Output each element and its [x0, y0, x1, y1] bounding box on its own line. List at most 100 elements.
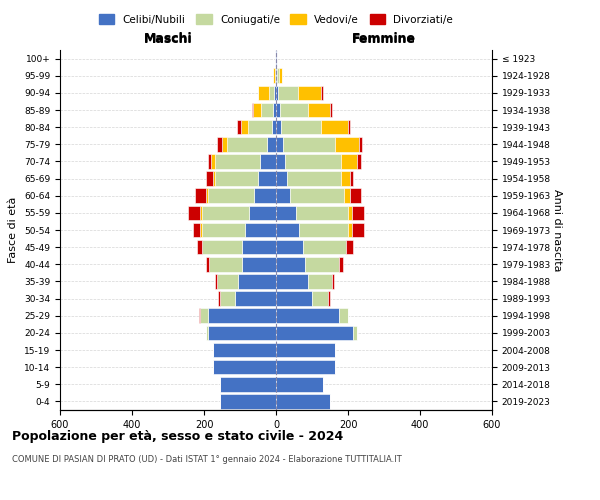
Bar	[283, 137, 335, 152]
Bar	[276, 360, 335, 374]
Bar	[273, 102, 276, 118]
Bar	[215, 154, 260, 168]
Bar	[330, 102, 332, 118]
Bar	[206, 172, 213, 186]
Bar	[339, 257, 343, 272]
Bar	[276, 86, 278, 100]
Bar	[222, 137, 227, 152]
Bar	[258, 86, 269, 100]
Bar	[308, 102, 330, 118]
Bar	[220, 292, 235, 306]
Bar	[242, 257, 276, 272]
Bar	[273, 68, 275, 83]
Bar	[303, 240, 346, 254]
Bar	[335, 137, 359, 152]
Bar	[276, 240, 303, 254]
Bar	[217, 274, 238, 288]
Bar	[276, 52, 277, 66]
Bar	[328, 292, 330, 306]
Bar	[276, 257, 305, 272]
Bar	[276, 326, 353, 340]
Bar	[215, 172, 258, 186]
Bar	[275, 68, 276, 83]
Bar	[332, 274, 334, 288]
Bar	[348, 120, 350, 134]
Bar	[248, 120, 272, 134]
Bar	[209, 257, 242, 272]
Bar	[213, 342, 276, 357]
Bar	[195, 188, 206, 203]
Bar	[276, 308, 339, 323]
Bar	[269, 86, 274, 100]
Text: COMUNE DI PASIAN DI PRATO (UD) - Dati ISTAT 1° gennaio 2024 - Elaborazione TUTTI: COMUNE DI PASIAN DI PRATO (UD) - Dati IS…	[12, 455, 402, 464]
Bar	[352, 222, 364, 238]
Bar	[276, 274, 308, 288]
Bar	[274, 86, 276, 100]
Bar	[290, 188, 344, 203]
Bar	[276, 154, 285, 168]
Bar	[200, 222, 202, 238]
Bar	[202, 206, 249, 220]
Bar	[208, 188, 254, 203]
Bar	[242, 240, 276, 254]
Bar	[296, 206, 348, 220]
Bar	[276, 292, 312, 306]
Bar	[350, 172, 353, 186]
Bar	[241, 120, 248, 134]
Bar	[339, 308, 348, 323]
Y-axis label: Fasce di età: Fasce di età	[8, 197, 19, 263]
Text: Popolazione per età, sesso e stato civile - 2024: Popolazione per età, sesso e stato civil…	[12, 430, 343, 443]
Bar	[249, 206, 276, 220]
Bar	[245, 222, 276, 238]
Bar	[344, 188, 350, 203]
Bar	[238, 120, 241, 134]
Bar	[220, 394, 276, 408]
Bar	[276, 377, 323, 392]
Y-axis label: Anni di nascita: Anni di nascita	[552, 188, 562, 271]
Bar	[353, 326, 357, 340]
Bar	[208, 308, 276, 323]
Bar	[308, 274, 332, 288]
Bar	[277, 68, 278, 83]
Bar	[188, 206, 200, 220]
Bar	[227, 137, 267, 152]
Text: Femmine: Femmine	[352, 32, 416, 45]
Bar	[276, 222, 299, 238]
Bar	[275, 52, 276, 66]
Bar	[254, 188, 276, 203]
Bar	[321, 86, 323, 100]
Bar	[200, 308, 208, 323]
Bar	[197, 240, 202, 254]
Bar	[305, 257, 339, 272]
Bar	[321, 120, 348, 134]
Bar	[260, 102, 273, 118]
Bar	[193, 222, 200, 238]
Bar	[206, 257, 209, 272]
Bar	[276, 188, 290, 203]
Bar	[276, 394, 330, 408]
Bar	[220, 377, 276, 392]
Bar	[218, 292, 220, 306]
Bar	[312, 292, 328, 306]
Bar	[346, 240, 353, 254]
Bar	[235, 292, 276, 306]
Bar	[341, 154, 357, 168]
Bar	[211, 154, 215, 168]
Bar	[276, 120, 281, 134]
Bar	[285, 154, 341, 168]
Bar	[202, 240, 242, 254]
Legend: Celibi/Nubili, Coniugati/e, Vedovi/e, Divorziati/e: Celibi/Nubili, Coniugati/e, Vedovi/e, Di…	[95, 10, 457, 29]
Text: Femmine: Femmine	[352, 34, 416, 46]
Bar	[206, 326, 208, 340]
Bar	[267, 137, 276, 152]
Bar	[199, 308, 200, 323]
Bar	[213, 360, 276, 374]
Bar	[258, 172, 276, 186]
Text: Maschi: Maschi	[143, 32, 193, 45]
Bar	[276, 68, 277, 83]
Bar	[200, 206, 202, 220]
Bar	[276, 172, 287, 186]
Bar	[278, 86, 298, 100]
Bar	[206, 188, 208, 203]
Bar	[213, 172, 215, 186]
